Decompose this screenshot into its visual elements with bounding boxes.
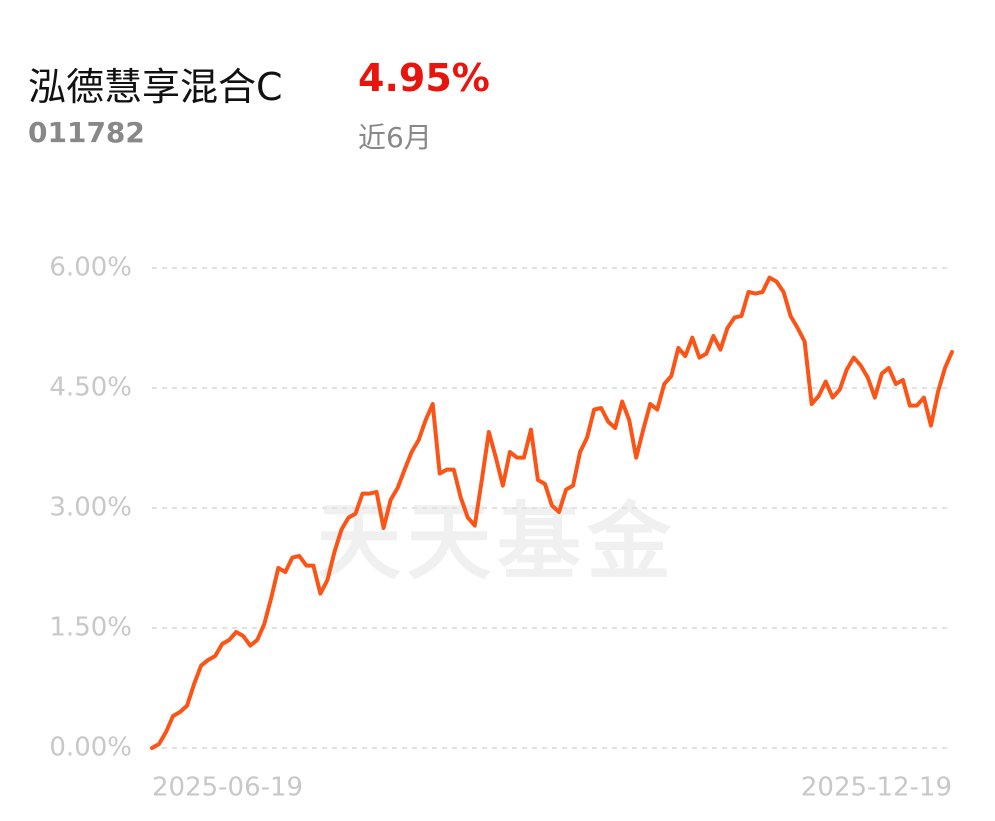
y-tick-label: 3.00%: [49, 493, 132, 523]
period-label: 近6月: [358, 121, 432, 154]
fund-return: 4.95%: [358, 56, 490, 100]
fund-name: 泓德慧享混合C: [28, 65, 283, 109]
y-tick-label: 1.50%: [49, 613, 132, 643]
y-tick-label: 6.00%: [49, 253, 132, 283]
y-tick-label: 0.00%: [49, 733, 132, 763]
x-tick-label: 2025-12-19: [801, 773, 952, 803]
fund-code: 011782: [28, 116, 145, 149]
y-tick-label: 4.50%: [49, 373, 132, 403]
watermark: 天天基金: [317, 493, 677, 591]
x-tick-label: 2025-06-19: [152, 773, 303, 803]
price-line: [150, 275, 954, 750]
